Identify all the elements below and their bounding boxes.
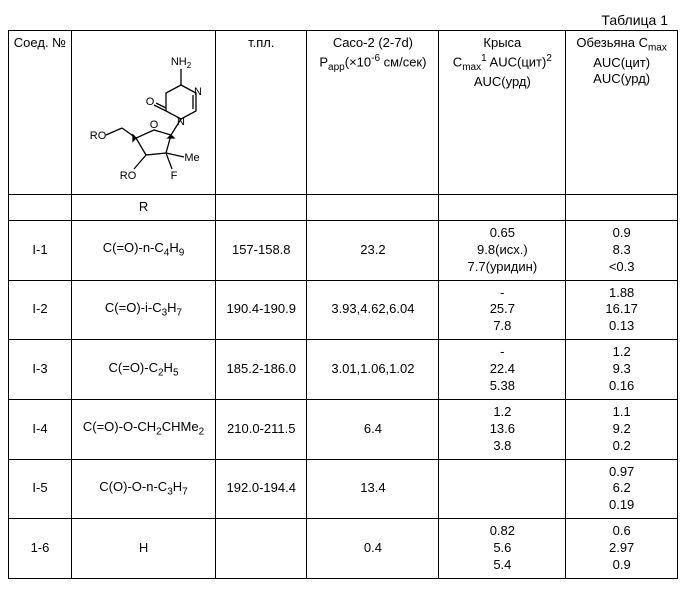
data-table: Соед. № [8, 30, 678, 579]
blank [566, 195, 678, 221]
cell-monkey: 0.98.3<0.3 [566, 220, 678, 280]
cell-rat: 1.213.63.8 [439, 399, 566, 459]
header-row-2: R [9, 195, 678, 221]
blank [307, 195, 439, 221]
cell-caco: 3.01,1.06,1.02 [307, 340, 439, 400]
cell-compound-id: I-1 [9, 220, 72, 280]
svg-text:O: O [146, 96, 155, 108]
cell-r-group: C(=O)-O-CH2CHMe2 [71, 399, 215, 459]
cell-r-group: C(=O)-C2H5 [71, 340, 215, 400]
cell-rat: 0.825.65.4 [439, 519, 566, 579]
cell-caco: 13.4 [307, 459, 439, 519]
cell-compound-id: I-4 [9, 399, 72, 459]
svg-text:N: N [194, 86, 202, 98]
cell-rat: -25.77.8 [439, 280, 566, 340]
table-caption: Таблица 1 [8, 12, 678, 28]
svg-text:RO: RO [90, 130, 107, 142]
header-structure: NH2 N N O O RO RO Me F [71, 31, 215, 195]
cell-rat: -22.45.38 [439, 340, 566, 400]
table-row: I-4C(=O)-O-CH2CHMe2210.0-211.56.41.213.6… [9, 399, 678, 459]
molecule-diagram: NH2 N N O O RO RO Me F [76, 35, 211, 190]
blank [439, 195, 566, 221]
header-r-label: R [71, 195, 215, 221]
table-row: 1-6H 0.40.825.65.40.62.970.9 [9, 519, 678, 579]
svg-text:Me: Me [184, 152, 199, 164]
header-compound-no: Соед. № [9, 31, 72, 195]
cell-caco: 6.4 [307, 399, 439, 459]
cell-monkey: 0.976.20.19 [566, 459, 678, 519]
cell-r-group: H [71, 519, 215, 579]
svg-text:F: F [171, 170, 178, 182]
cell-caco: 0.4 [307, 519, 439, 579]
cell-compound-id: I-5 [9, 459, 72, 519]
cell-caco: 3.93,4.62,6.04 [307, 280, 439, 340]
cell-rat [439, 459, 566, 519]
header-monkey: Обезьяна Cmax AUC(цит) AUC(урд) [566, 31, 678, 195]
cell-mp: 157-158.8 [216, 220, 307, 280]
cell-mp: 185.2-186.0 [216, 340, 307, 400]
cell-compound-id: I-2 [9, 280, 72, 340]
header-rat: Крыса Cmax1 AUC(цит)2 AUC(урд) [439, 31, 566, 195]
svg-text:RO: RO [120, 170, 137, 182]
table-row: I-3C(=O)-C2H5185.2-186.03.01,1.06,1.02-2… [9, 340, 678, 400]
cell-monkey: 1.29.30.16 [566, 340, 678, 400]
cell-r-group: C(O)-O-n-C3H7 [71, 459, 215, 519]
cell-mp: 190.4-190.9 [216, 280, 307, 340]
table-row: I-2C(=O)-i-C3H7190.4-190.93.93,4.62,6.04… [9, 280, 678, 340]
cell-compound-id: 1-6 [9, 519, 72, 579]
svg-text:N: N [177, 116, 185, 128]
blank [9, 195, 72, 221]
blank [216, 195, 307, 221]
cell-mp: 210.0-211.5 [216, 399, 307, 459]
cell-monkey: 1.8816.170.13 [566, 280, 678, 340]
cell-r-group: C(=O)-i-C3H7 [71, 280, 215, 340]
cell-caco: 23.2 [307, 220, 439, 280]
cell-rat: 0.659.8(исх.)7.7(уридин) [439, 220, 566, 280]
svg-text:O: O [150, 119, 159, 131]
cell-monkey: 1.19.20.2 [566, 399, 678, 459]
cell-mp [216, 519, 307, 579]
header-caco2: Caco-2 (2-7d) Papp(×10-6 см/сек) [307, 31, 439, 195]
header-row: Соед. № [9, 31, 678, 195]
cell-r-group: C(=O)-n-C4H9 [71, 220, 215, 280]
cell-monkey: 0.62.970.9 [566, 519, 678, 579]
header-melting-point: т.пл. [216, 31, 307, 195]
cell-compound-id: I-3 [9, 340, 72, 400]
table-row: I-1C(=O)-n-C4H9157-158.823.20.659.8(исх.… [9, 220, 678, 280]
svg-text:NH2: NH2 [171, 56, 192, 70]
table-row: I-5C(O)-O-n-C3H7192.0-194.413.4 0.976.20.… [9, 459, 678, 519]
cell-mp: 192.0-194.4 [216, 459, 307, 519]
